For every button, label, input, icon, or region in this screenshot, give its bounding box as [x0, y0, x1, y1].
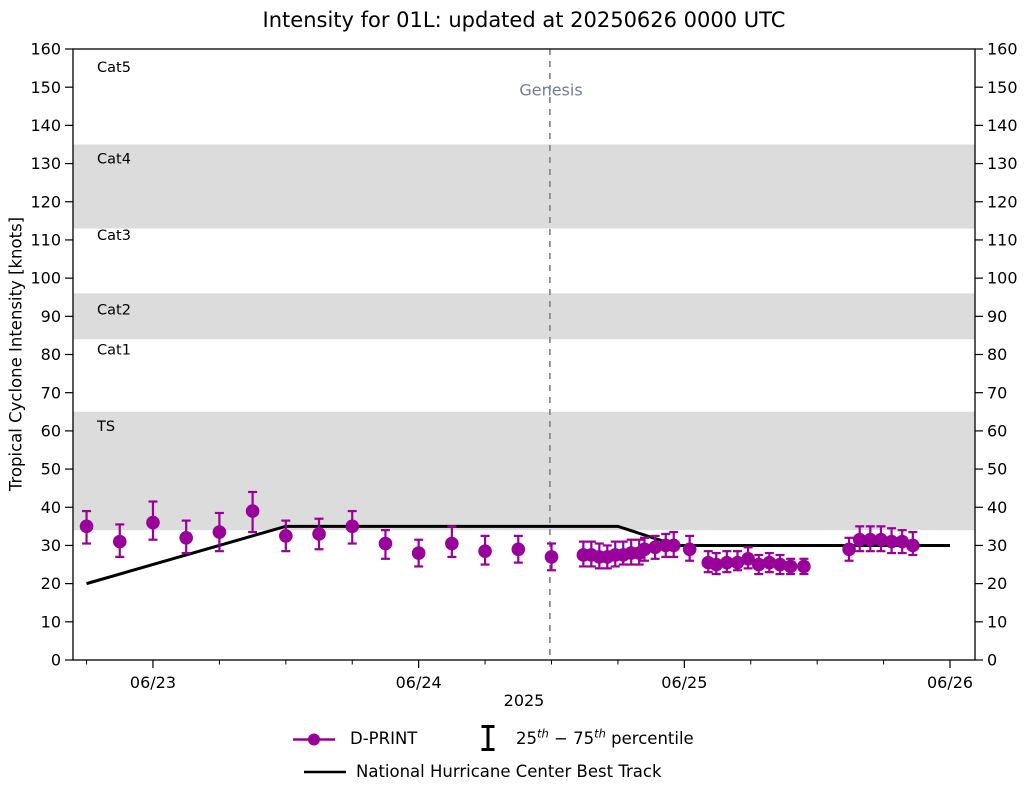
y-tick-label-left: 0 [51, 651, 61, 670]
percentile-text: 25 [516, 729, 537, 748]
y-tick-label-right: 0 [987, 651, 997, 670]
y-tick-label-left: 120 [30, 192, 61, 211]
legend-dprint-label: D-PRINT [350, 729, 418, 748]
y-tick-label-left: 30 [41, 536, 61, 555]
dprint-point [445, 536, 459, 551]
dprint-point [511, 542, 526, 557]
dprint-point [411, 546, 426, 560]
dprint-point [741, 552, 755, 566]
category-label: Cat3 [97, 228, 131, 244]
dprint-point [709, 557, 724, 572]
y-tick-label-right: 60 [987, 421, 1007, 440]
x-tick-label: 06/24 [396, 673, 442, 692]
y-tick-label-right: 160 [987, 40, 1018, 59]
y-tick-label-left: 110 [30, 231, 61, 250]
dprint-point [112, 534, 127, 549]
dprint-point [730, 555, 745, 570]
percentile-text: − 75 [548, 729, 595, 748]
percentile-legend-marker [481, 725, 495, 751]
y-tick-label-left: 50 [41, 460, 61, 479]
y-tick-label-left: 90 [41, 307, 61, 326]
x-tick-label: 06/25 [661, 673, 707, 692]
category-label: Cat5 [97, 60, 131, 76]
y-tick-label-right: 40 [987, 498, 1007, 517]
y-tick-label-left: 70 [41, 383, 61, 402]
y-tick-label-right: 110 [987, 231, 1018, 250]
y-tick-label-right: 10 [987, 612, 1007, 631]
dprint-point [797, 559, 811, 574]
y-tick-label-left: 140 [30, 116, 61, 135]
category-label: Cat2 [97, 302, 131, 318]
genesis-annotation: Genesis [519, 80, 583, 100]
dprint-point [146, 515, 160, 530]
y-tick-label-left: 150 [30, 78, 61, 97]
y-tick-label-right: 80 [987, 345, 1007, 364]
y-tick-label-right: 20 [987, 574, 1007, 593]
category-label: Cat1 [97, 343, 131, 359]
dprint-point [79, 519, 94, 534]
category-band [73, 293, 975, 340]
dprint-point [648, 540, 662, 555]
category-label: Cat4 [97, 152, 131, 168]
dprint-point [245, 504, 260, 518]
y-tick-label-right: 70 [987, 383, 1007, 402]
percentile-sup: th [537, 726, 549, 741]
dprint-point [478, 544, 492, 558]
y-tick-label-right: 140 [987, 116, 1018, 135]
plot-border [72, 48, 976, 661]
dprint-point [884, 534, 899, 549]
dprint-point [783, 559, 798, 574]
dprint-point [762, 555, 777, 570]
dprint-point [666, 538, 681, 553]
dprint-point [773, 557, 787, 572]
dprint-point [544, 550, 559, 564]
dprint-point [682, 542, 697, 557]
x-tick-label: 06/26 [927, 673, 973, 692]
y-tick-label-left: 100 [30, 269, 61, 288]
category-band [73, 144, 975, 229]
category-label: TS [96, 419, 115, 435]
dprint-point [212, 525, 227, 539]
y-tick-label-right: 100 [987, 269, 1018, 288]
dprint-point [751, 557, 766, 572]
y-tick-label-right: 130 [987, 154, 1018, 173]
chart-title: Intensity for 01L: updated at 20250626 0… [262, 8, 786, 32]
dprint-point [312, 527, 326, 541]
y-tick-label-left: 130 [30, 154, 61, 173]
y-tick-label-left: 160 [30, 40, 61, 59]
dprint-point [279, 529, 293, 543]
best-track-legend-line [304, 770, 346, 774]
dprint-point [863, 532, 878, 547]
dprint-point [720, 555, 734, 570]
y-tick-label-left: 10 [41, 612, 61, 631]
y-tick-label-right: 150 [987, 78, 1018, 97]
dprint-point [345, 519, 360, 534]
percentile-sup: th [594, 726, 606, 741]
dprint-point [852, 532, 867, 547]
y-tick-label-left: 80 [41, 345, 61, 364]
category-band [73, 411, 975, 531]
y-tick-label-left: 40 [41, 498, 61, 517]
y-tick-label-right: 30 [987, 536, 1007, 555]
dprint-point [906, 538, 920, 553]
dprint-point [874, 532, 888, 547]
y-tick-label-right: 120 [987, 192, 1018, 211]
dprint-point [842, 542, 856, 557]
dprint-point [895, 534, 910, 549]
x-axis-year-label: 2025 [503, 691, 545, 710]
y-tick-label-right: 50 [987, 460, 1007, 479]
dprint-legend-marker [293, 733, 335, 746]
legend-percentile-label: 25th − 75th percentile [516, 726, 694, 748]
dprint-point [378, 536, 393, 551]
y-tick-label-left: 60 [41, 421, 61, 440]
y-tick-label-left: 20 [41, 574, 61, 593]
x-tick-label: 06/23 [130, 673, 176, 692]
percentile-text: percentile [605, 729, 694, 748]
y-tick-label-right: 90 [987, 307, 1007, 326]
dprint-point [637, 542, 652, 557]
legend-best-track-label: National Hurricane Center Best Track [356, 762, 662, 781]
dprint-point [179, 531, 193, 545]
